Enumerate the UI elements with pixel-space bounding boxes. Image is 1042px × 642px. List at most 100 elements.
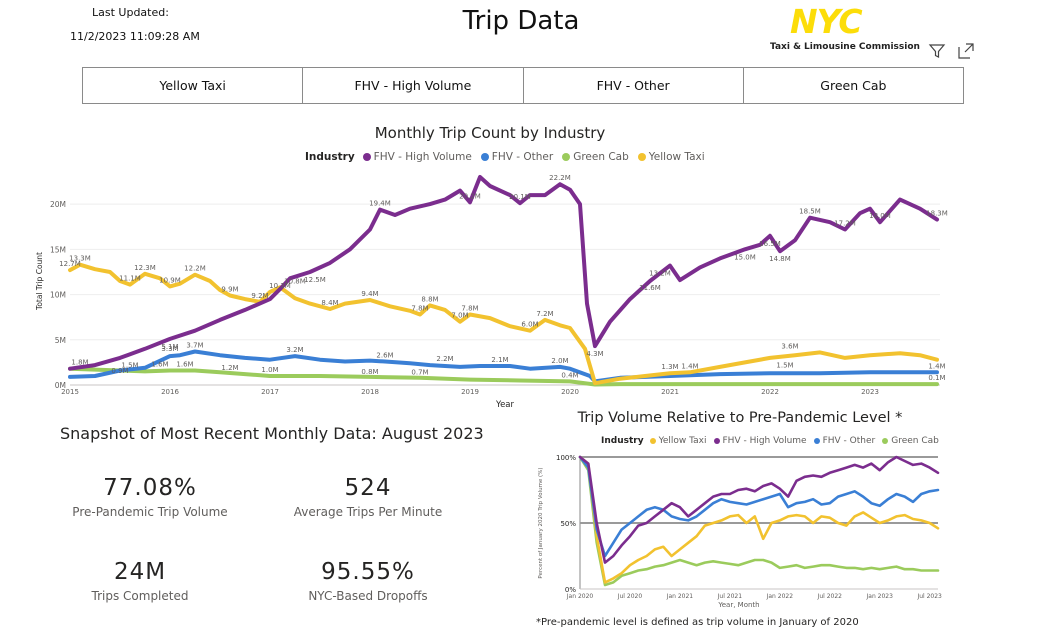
legend-item-fhv-other[interactable]: FHV - Other [480,151,554,163]
legend-label: Yellow Taxi [648,151,705,163]
data-label: 1.4M [928,362,945,370]
x-tick-label: 2017 [261,388,279,396]
y-tick-label: 100% [556,454,576,462]
data-label: 2.2M [436,355,453,363]
kpi-label: Pre-Pandemic Trip Volume [72,505,228,519]
data-label: 11.1M [119,275,141,283]
relative-chart-legend: Industry Yellow Taxi FHV - High Volume F… [601,436,943,446]
data-label: 2.1M [491,356,508,364]
x-tick-label: Jan 2023 [866,593,894,600]
tab-green-cab[interactable]: Green Cab [742,67,964,104]
data-label: 5.1M [161,343,178,351]
logo-subtitle: Taxi & Limousine Commission [770,42,920,52]
tab-fhv-other[interactable]: FHV - Other [522,67,744,104]
legend-item-fhv-high-volume[interactable]: FHV - High Volume [713,436,807,446]
x-axis-label: Year, Month [717,601,759,609]
data-label: 15.0M [734,253,756,261]
legend-label: Green Cab [891,436,939,446]
data-label: 9.9M [221,285,238,293]
legend-dot [713,438,720,444]
y-axis-label: Total Trip Count [35,252,44,311]
data-label: 12.5M [304,276,326,284]
footnote: *Pre-pandemic level is defined as trip v… [536,617,859,628]
series-line-fhv-high-volume [578,455,940,564]
data-label: 18.5M [799,208,821,216]
y-tick-label: 20M [50,200,66,209]
legend-label: FHV - Other [491,151,554,163]
legend-label: FHV - Other [822,436,876,446]
x-tick-label: Jul 2022 [817,593,843,600]
data-label: 4.3M [586,350,603,358]
kpi-label: Average Trips Per Minute [293,505,443,519]
data-label: 0.8M [361,368,378,376]
x-tick-label: 2019 [461,388,479,396]
x-tick-label: 2023 [861,388,879,396]
kpi-value: 24M [113,559,167,585]
industry-tabs: Yellow Taxi FHV - High Volume FHV - Othe… [82,67,964,104]
legend-label: Green Cab [573,151,629,163]
data-label: 7.0M [451,312,468,320]
data-label: 3.3M [161,345,178,353]
kpi-trips-per-minute: 524 Average Trips Per Minute [268,475,468,519]
data-label: 1.4M [681,362,698,370]
data-label: 3.6M [781,342,798,350]
series-line-fhv-other [68,349,939,384]
kpi-label: NYC-Based Dropoffs [308,589,428,603]
data-label: 20.2M [459,192,481,200]
focus-mode-icon[interactable] [957,42,975,60]
data-label: 3.2M [286,346,303,354]
x-tick-label: Jul 2020 [617,593,643,600]
legend-item-green-cab[interactable]: Green Cab [882,436,939,446]
data-label: 10.8M [284,277,306,285]
x-tick-label: Jul 2023 [916,593,942,600]
data-label: 9.4M [361,290,378,298]
data-label: 1.3M [661,363,678,371]
data-label: 1.8M [71,359,88,367]
data-label: 8.4M [321,299,338,307]
tab-yellow-taxi[interactable]: Yellow Taxi [82,67,304,104]
data-label: 2.6M [376,351,393,359]
x-tick-label: 2016 [161,388,179,396]
x-tick-label: 2022 [761,388,779,396]
data-label: 2.0M [551,357,568,365]
legend-item-fhv-other[interactable]: FHV - Other [813,436,876,446]
legend-dot [362,153,371,161]
legend-item-yellow-taxi[interactable]: Yellow Taxi [637,151,705,163]
data-label: 0.7M [411,369,428,377]
x-tick-label: Jul 2021 [717,593,743,600]
legend-dot [637,153,646,161]
x-tick-label: 2020 [561,388,579,396]
legend-title: Industry [601,436,644,446]
relative-chart-title: Trip Volume Relative to Pre-Pandemic Lev… [577,410,903,426]
series-line-fhv-other [578,455,940,558]
last-updated-label: Last Updated: [92,6,169,19]
data-label: 16.5M [759,240,781,248]
data-label: 7.8M [461,304,478,312]
data-label: 13.2M [649,270,671,278]
x-tick-label: 2021 [661,388,679,396]
data-label: 0.1M [928,374,945,382]
kpi-value: 77.08% [103,475,197,501]
legend-dot [562,153,571,161]
data-label: 9.2M [251,292,268,300]
series-line-green-cab [578,455,940,587]
y-tick-label: 10M [50,291,66,300]
legend-dot [882,438,889,444]
legend-label: FHV - High Volume [373,151,472,163]
data-label: 1.5M [776,361,793,369]
data-label: 20.1M [509,193,531,201]
legend-item-green-cab[interactable]: Green Cab [562,151,629,163]
data-label: 18.0M [869,212,891,220]
x-tick-label: Jan 2021 [666,593,694,600]
kpi-trips-completed: 24M Trips Completed [40,559,240,603]
tab-fhv-high-volume[interactable]: FHV - High Volume [302,67,524,104]
data-label: 12.7M [59,260,81,268]
last-updated-value: 11/2/2023 11:09:28 AM [70,30,200,43]
filter-icon[interactable] [928,42,946,60]
legend-item-yellow-taxi[interactable]: Yellow Taxi [649,436,707,446]
monthly-trip-count-chart: 0M 5M 10M 15M 20M 2015 2016 2017 2018 2019 2020 202… [35,174,948,410]
x-tick-label: 2018 [361,388,379,396]
kpi-pre-pandemic: 77.08% Pre-Pandemic Trip Volume [50,475,250,519]
data-label: 0.9M [111,367,128,375]
legend-item-fhv-high-volume[interactable]: FHV - High Volume [362,151,472,163]
